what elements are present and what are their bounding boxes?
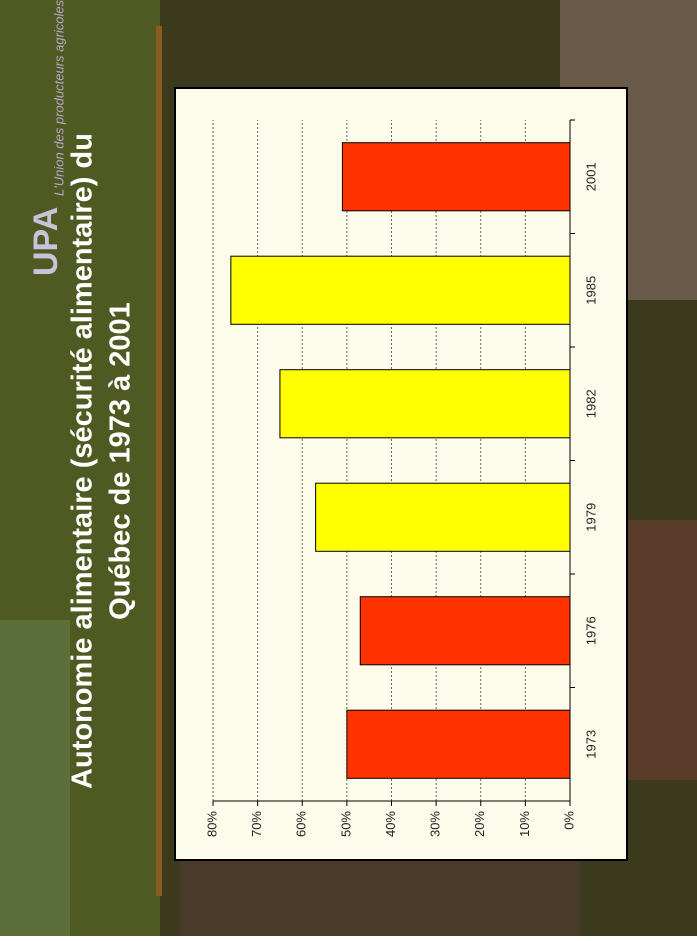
x-tick-label: 1973 xyxy=(583,730,598,759)
x-tick-label: 1979 xyxy=(583,503,598,532)
x-tick-label: 1976 xyxy=(583,616,598,645)
background-patch xyxy=(0,620,70,936)
divider xyxy=(156,26,162,896)
x-tick-label: 1985 xyxy=(583,276,598,305)
y-tick-label: 60% xyxy=(294,811,309,837)
y-tick-label: 0% xyxy=(561,811,576,830)
background-patch xyxy=(180,860,580,936)
chart-title: Québec de 1973 à 2001 xyxy=(105,302,137,620)
rotated-slide: UPA L'Union des producteurs agricoles Au… xyxy=(27,0,628,896)
y-tick-label: 40% xyxy=(383,811,398,837)
y-tick-label: 50% xyxy=(338,811,353,837)
bar xyxy=(230,255,571,325)
y-tick-label: 70% xyxy=(249,811,264,837)
bar xyxy=(346,709,571,779)
logo-tagline: L'Union des producteurs agricoles xyxy=(51,0,66,196)
y-tick-label: 20% xyxy=(472,811,487,837)
bar xyxy=(341,142,571,212)
x-tick-label: 2001 xyxy=(583,162,598,191)
logo: UPA xyxy=(27,207,65,276)
y-tick-label: 10% xyxy=(517,811,532,837)
y-tick-label: 80% xyxy=(204,811,219,837)
chart-title: Autonomie alimentaire (sécurité alimenta… xyxy=(67,133,99,789)
bar xyxy=(315,482,571,552)
x-tick-label: 1982 xyxy=(583,389,598,418)
bar xyxy=(359,596,571,666)
bar xyxy=(279,369,571,439)
y-tick-label: 30% xyxy=(428,811,443,837)
